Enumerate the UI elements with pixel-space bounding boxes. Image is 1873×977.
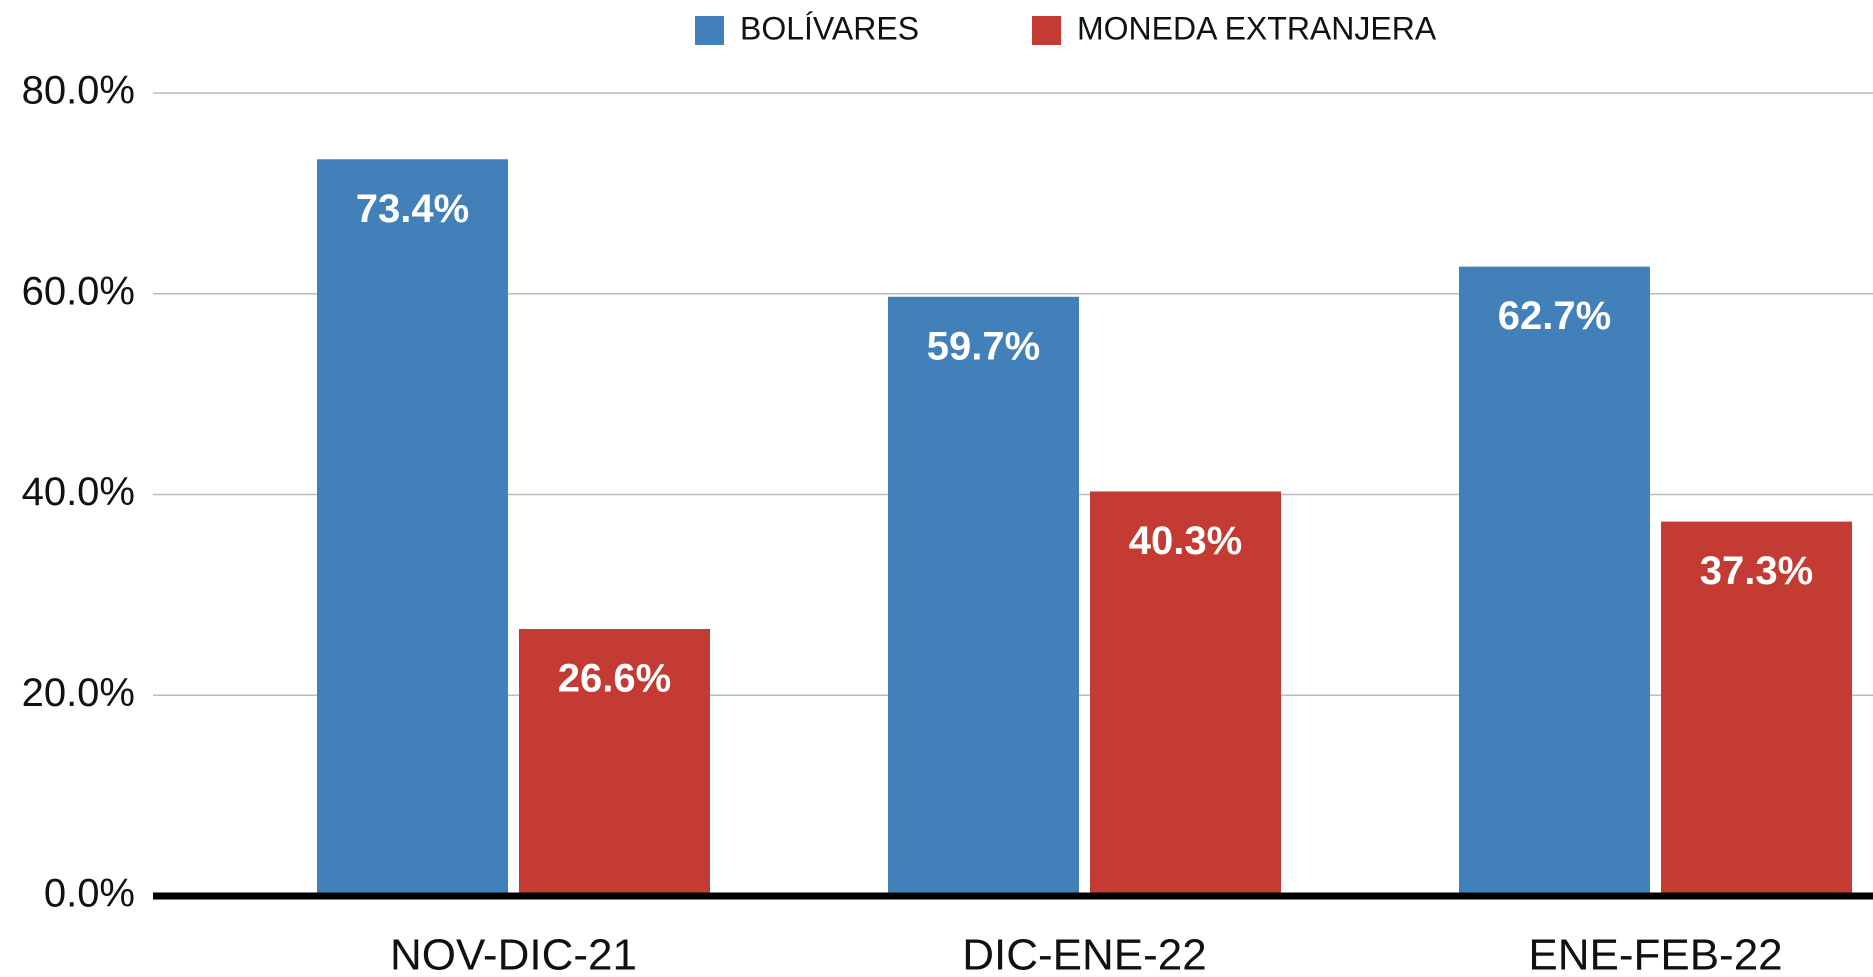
x-tick-label: DIC-ENE-22 (962, 931, 1207, 977)
y-tick-label: 40.0% (22, 470, 135, 514)
x-tick-label: ENE-FEB-22 (1528, 931, 1782, 977)
bar (888, 296, 1079, 897)
y-tick-label: 60.0% (22, 269, 135, 313)
y-tick-label: 80.0% (22, 69, 135, 113)
bar (1459, 266, 1650, 896)
y-tick-label: 20.0% (22, 671, 135, 715)
data-label: 37.3% (1700, 549, 1813, 593)
legend-swatch (1032, 16, 1061, 45)
data-label: 59.7% (927, 324, 1040, 368)
bar (1661, 521, 1852, 896)
y-tick-label: 0.0% (44, 872, 135, 916)
bar (1090, 491, 1281, 896)
data-label: 62.7% (1498, 294, 1611, 338)
data-label: 26.6% (558, 657, 671, 701)
bar (519, 629, 710, 896)
legend-label: MONEDA EXTRANJERA (1077, 10, 1437, 46)
data-label: 40.3% (1129, 519, 1242, 563)
legend-label: BOLÍVARES (740, 10, 919, 46)
data-label: 73.4% (356, 187, 469, 231)
x-tick-label: NOV-DIC-21 (390, 931, 637, 977)
legend-swatch (695, 16, 724, 45)
bar (317, 159, 508, 896)
